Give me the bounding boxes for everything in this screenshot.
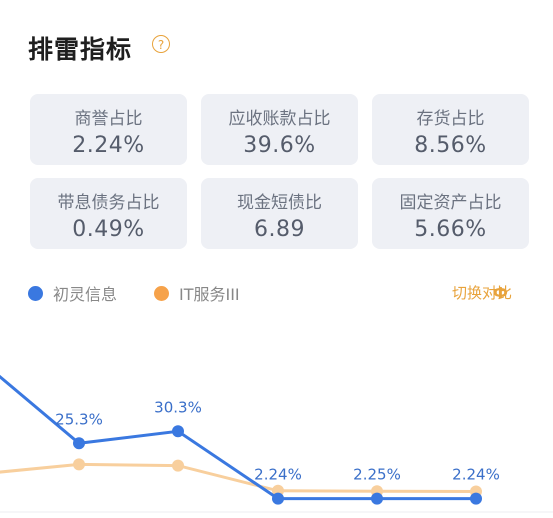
card-label: 现金短债比 [237, 193, 322, 213]
series-line-industry [0, 462, 477, 494]
card-cash-short-debt-ratio[interactable]: 现金短债比 6.89 [201, 178, 358, 249]
card-fixed-assets-ratio[interactable]: 固定资产占比 5.66% [372, 178, 529, 249]
card-value: 0.49% [72, 217, 145, 242]
card-label: 应收账款占比 [228, 109, 331, 129]
switch-compare-button[interactable]: 切换对比 [451, 284, 512, 302]
card-value: 8.56% [414, 133, 487, 158]
card-interest-debt-ratio[interactable]: 带息债务占比 0.49% [30, 178, 187, 249]
data-label: 2.24% [452, 466, 500, 484]
card-value: 39.6% [243, 133, 316, 158]
data-point[interactable] [371, 492, 383, 505]
card-label: 商誉占比 [74, 109, 143, 129]
legend-label: IT服务III [179, 285, 240, 304]
legend-item-company[interactable]: 初灵信息 [28, 281, 117, 305]
card-inventory-ratio[interactable]: 存货占比 8.56% [372, 94, 529, 165]
legend-dot-orange-icon [154, 285, 169, 301]
data-label: 25.3% [55, 410, 103, 428]
card-goodwill-ratio[interactable]: 商誉占比 2.24% [30, 94, 187, 165]
data-point[interactable] [73, 458, 85, 471]
data-point[interactable] [172, 459, 184, 472]
card-value: 2.24% [72, 133, 145, 158]
switch-compare-icon[interactable]: Ф [493, 284, 508, 302]
data-label: 30.3% [154, 398, 202, 416]
data-label: 2.25% [353, 466, 401, 484]
legend-dot-blue-icon [28, 285, 43, 301]
card-value: 6.89 [254, 217, 305, 242]
help-icon[interactable]: ? [152, 35, 170, 53]
data-point[interactable] [172, 425, 184, 438]
legend-label: 初灵信息 [53, 285, 118, 304]
card-value: 5.66% [414, 217, 487, 242]
data-point[interactable] [470, 492, 482, 505]
card-receivables-ratio[interactable]: 应收账款占比 39.6% [201, 94, 358, 165]
page-title: 排雷指标 [28, 35, 133, 64]
card-label: 存货占比 [416, 109, 485, 129]
card-label: 固定资产占比 [399, 193, 502, 213]
data-point[interactable] [73, 437, 85, 450]
data-point[interactable] [272, 492, 284, 505]
data-label: 2.24% [254, 466, 302, 484]
series-line-company [0, 374, 477, 501]
legend-item-industry[interactable]: IT服务III [154, 281, 240, 305]
card-label: 带息债务占比 [57, 193, 160, 213]
